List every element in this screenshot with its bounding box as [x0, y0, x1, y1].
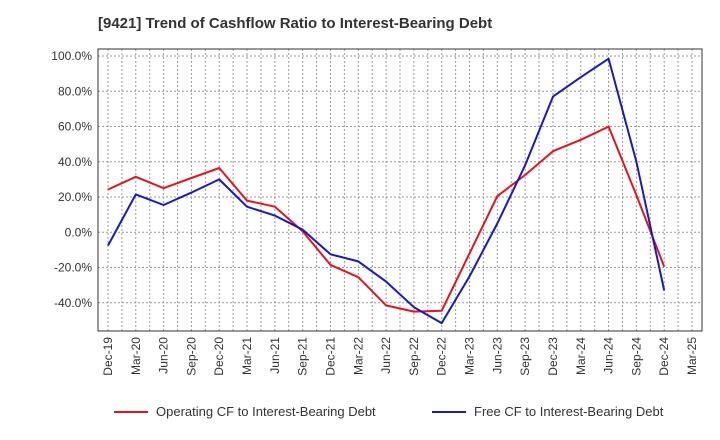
x-tick-label: Mar-20 [129, 337, 143, 375]
legend-item-free-cf: Free CF to Interest-Bearing Debt [432, 404, 663, 419]
y-tick-label: 40.0% [58, 155, 92, 169]
x-tick-label: Jun-23 [490, 337, 504, 374]
x-tick-label: Jun-24 [602, 337, 616, 374]
x-tick-label: Mar-24 [574, 337, 588, 375]
x-tick-label: Sep-22 [407, 337, 421, 376]
x-tick-label: Dec-24 [657, 337, 671, 376]
legend-item-operating-cf: Operating CF to Interest-Bearing Debt [114, 404, 376, 419]
chart-title: [9421] Trend of Cashflow Ratio to Intere… [98, 15, 493, 32]
x-tick-label: Jun-22 [379, 337, 393, 374]
legend-swatch-free-cf [432, 410, 466, 413]
x-tick-label: Dec-19 [101, 337, 115, 376]
x-tick-label: Dec-23 [546, 337, 560, 376]
y-tick-label: 0.0% [65, 225, 93, 239]
x-tick-label: Jun-20 [157, 337, 171, 374]
legend-swatch-operating-cf [114, 410, 148, 413]
x-tick-label: Dec-22 [435, 337, 449, 376]
x-tick-label: Jun-21 [268, 337, 282, 374]
x-tick-label: Dec-21 [323, 337, 337, 376]
y-tick-label: 80.0% [58, 84, 92, 98]
x-tick-label: Mar-21 [240, 337, 254, 375]
x-tick-label: Mar-25 [685, 337, 699, 375]
x-tick-label: Sep-20 [184, 337, 198, 376]
y-tick-label: -40.0% [54, 296, 92, 310]
x-tick-label: Mar-22 [351, 337, 365, 375]
y-tick-label: 60.0% [58, 120, 92, 134]
x-tick-label: Sep-23 [518, 337, 532, 376]
series-line-1 [107, 57, 666, 325]
legend-label-free-cf: Free CF to Interest-Bearing Debt [474, 404, 664, 419]
x-tick-label: Dec-20 [212, 337, 226, 376]
series-line-0 [107, 125, 666, 313]
line-chart: 100.0% 80.0% 60.0% 40.0% 20.0% 0.0% -20.0% -40.… [51, 48, 703, 376]
plot-frame [97, 48, 703, 332]
legend-label-operating-cf: Operating CF to Interest-Bearing Debt [156, 404, 376, 419]
x-tick-label: Sep-24 [629, 337, 643, 376]
y-tick-label: -20.0% [54, 261, 92, 275]
x-tick-label: Mar-23 [463, 337, 477, 375]
y-tick-label: 100.0% [51, 49, 92, 63]
chart-legend: Operating CF to Interest-Bearing Debt Fr… [0, 404, 720, 426]
x-tick-label: Sep-21 [296, 337, 310, 376]
y-tick-label: 20.0% [58, 190, 92, 204]
